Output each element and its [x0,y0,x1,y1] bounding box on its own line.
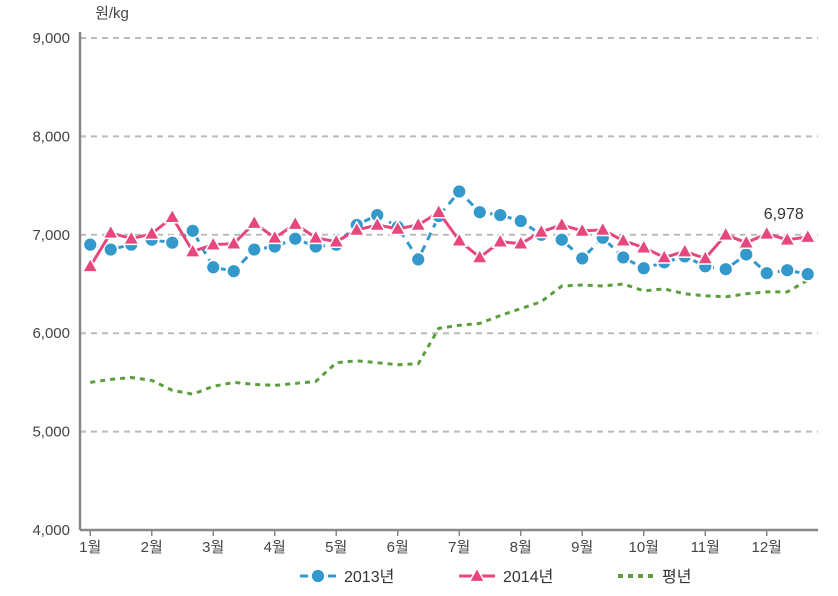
x-tick-label: 6월 [387,539,409,556]
marker-circle [473,205,487,219]
y-tick-label: 9,000 [32,30,70,47]
x-tick-label: 8월 [510,539,532,556]
marker-circle [288,232,302,246]
y-tick-label: 7,000 [32,227,70,244]
x-tick-label: 4월 [264,539,286,556]
marker-circle [493,208,507,222]
marker-circle [801,267,815,281]
y-tick-label: 4,000 [32,522,70,539]
marker-circle [739,247,753,261]
marker-circle [637,261,651,275]
annotation-value: 6,978 [764,206,804,223]
marker-circle [206,260,220,274]
chart-container: 4,000 5,000 6,000 7,000 8,000 9,000 원/kg 1월 2월 3월… [0,0,838,596]
y-axis-title: 원/kg [95,5,129,22]
legend-label: 2014년 [503,568,553,586]
x-tick-label: 2월 [141,539,163,556]
legend-label: 2013년 [344,568,394,586]
marker-circle [575,251,589,265]
marker-circle [719,262,733,276]
marker-circle [514,214,528,228]
legend-marker [311,569,325,583]
x-tick-label: 7월 [448,539,470,556]
marker-circle [555,233,569,247]
price-line-chart: 4,000 5,000 6,000 7,000 8,000 9,000 원/kg 1월 2월 3월… [0,0,838,596]
marker-circle [411,252,425,266]
y-tick-label: 6,000 [32,325,70,342]
marker-circle [165,236,179,250]
marker-circle [616,250,630,264]
legend-label: 평년 [662,568,691,586]
marker-circle [452,185,466,199]
x-tick-label: 10월 [629,539,660,556]
marker-circle [247,243,261,257]
marker-circle [83,238,97,252]
x-tick-label: 12월 [752,539,783,556]
x-tick-label: 5월 [325,539,347,556]
y-tick-label: 5,000 [32,424,70,441]
marker-circle [780,263,794,277]
x-tick-label: 9월 [571,539,593,556]
marker-circle [227,264,241,278]
x-tick-label: 1월 [79,539,101,556]
marker-circle [104,243,118,257]
y-tick-label: 8,000 [32,128,70,145]
marker-circle [186,224,200,238]
marker-circle [760,266,774,280]
x-tick-label: 11월 [691,539,720,556]
x-tick-label: 3월 [202,539,224,556]
